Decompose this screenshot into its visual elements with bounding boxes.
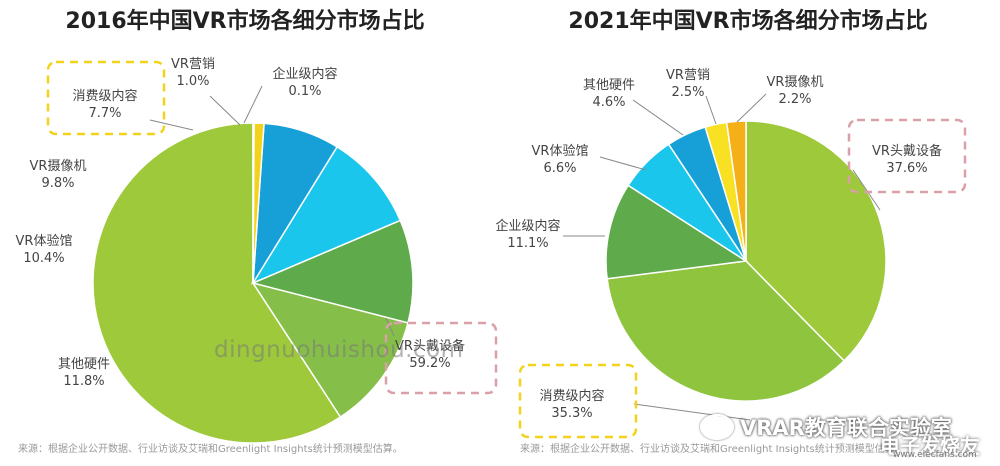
- pie-slice--: [605, 184, 749, 280]
- leader-line: [209, 95, 241, 126]
- site-url: www.elecfans.com: [893, 450, 977, 460]
- slice-value: 6.6%: [543, 161, 576, 176]
- leader-line: [149, 119, 194, 131]
- pie-slice-vr-: [745, 120, 887, 362]
- pie-slice--: [252, 122, 255, 284]
- slice-label--: 企业级内容: [272, 66, 337, 82]
- source-note: 来源：根据企业公开数据、行业访谈及艾瑞和Greenlight Insights统…: [18, 442, 403, 455]
- pie-slices: [92, 122, 414, 444]
- leader-line: [243, 85, 263, 124]
- slice-label-vr-: VR摄像机: [30, 159, 87, 174]
- slice-value: 11.1%: [507, 236, 548, 251]
- slice-label-vr-: VR头戴设备: [395, 338, 465, 354]
- chart-2016-panel: 2016年中国VR市场各细分市场占比 VR头戴设备 59.2% 其他硬件 11.8% VR…: [16, 8, 498, 455]
- highlight-box: [847, 118, 967, 194]
- watermark-text: dingnuohuishou.com: [214, 337, 464, 363]
- slice-label--: 消费级内容: [72, 88, 137, 104]
- slice-value: 2.5%: [671, 85, 704, 100]
- slice-value: 7.7%: [88, 106, 121, 121]
- slice-label-vr-: VR体验馆: [532, 143, 589, 159]
- slice-label--: 企业级内容: [495, 218, 560, 234]
- slice-label-vr-: VR营销: [171, 57, 215, 72]
- pie-slices: [605, 120, 887, 402]
- highlight-box: [46, 60, 166, 136]
- leader-line: [852, 169, 881, 211]
- chart-2021-panel: 2021年中国VR市场各细分市场占比 VR头戴设备 37.6% 消费级内容 35.3% 企…: [495, 0, 1000, 466]
- slice-value: 35.3%: [551, 406, 592, 421]
- leader-line: [632, 99, 684, 136]
- slice-label-vr-: VR摄像机: [767, 75, 824, 90]
- brand-text: VRAR教育联合实验室: [740, 416, 952, 440]
- leader-line: [633, 403, 751, 421]
- pie-chart-2016: 2016年中国VR市场各细分市场占比 VR头戴设备 59.2% 其他硬件 11.8% VR…: [16, 8, 498, 455]
- slice-value: 9.8%: [41, 176, 74, 191]
- slice-label-vr-: VR体验馆: [16, 233, 73, 249]
- highlight-box: [518, 363, 638, 439]
- source-note: 来源：根据企业公开数据、行业访谈及艾瑞和Greenlight Insights统…: [520, 442, 905, 455]
- slice-value: 59.2%: [409, 356, 450, 371]
- slice-value: 37.6%: [886, 161, 927, 176]
- pie-slice--: [251, 281, 409, 419]
- pie-slice--: [606, 260, 846, 402]
- slice-value: 4.6%: [592, 95, 625, 110]
- slice-label-vr-: VR营销: [666, 68, 710, 83]
- highlight-box: [384, 321, 498, 395]
- leader-line: [599, 156, 647, 171]
- slice-value: 11.8%: [63, 374, 104, 389]
- pie-slice-vr-: [92, 122, 342, 444]
- chart-title: 2021年中国VR市场各细分市场占比: [568, 8, 927, 34]
- pie-slice-vr-: [250, 219, 414, 324]
- slice-label--: 其他硬件: [583, 78, 635, 93]
- site-logo: 电子发烧友: [880, 434, 980, 458]
- slice-label-vr-: VR头戴设备: [872, 143, 942, 159]
- pie-slice-vr-: [725, 120, 747, 262]
- chart-title: 2016年中国VR市场各细分市场占比: [65, 8, 424, 34]
- leader-line: [385, 317, 395, 337]
- slice-label--: 其他硬件: [58, 357, 110, 372]
- wechat-icon: [700, 414, 734, 440]
- slice-value: 10.4%: [23, 251, 64, 266]
- pie-chart-2021: 2021年中国VR市场各细分市场占比 VR头戴设备 37.6% 消费级内容 35.3% 企…: [495, 8, 967, 455]
- leader-line: [736, 93, 767, 123]
- pie-slice-vr-: [251, 145, 402, 285]
- brand-logo: VRAR教育联合实验室: [700, 412, 952, 442]
- leader-line: [705, 95, 717, 125]
- slice-value: 2.2%: [778, 92, 811, 107]
- slice-label--: 消费级内容: [539, 388, 604, 404]
- slice-value: 1.0%: [176, 74, 209, 89]
- slice-value: 0.1%: [288, 84, 321, 99]
